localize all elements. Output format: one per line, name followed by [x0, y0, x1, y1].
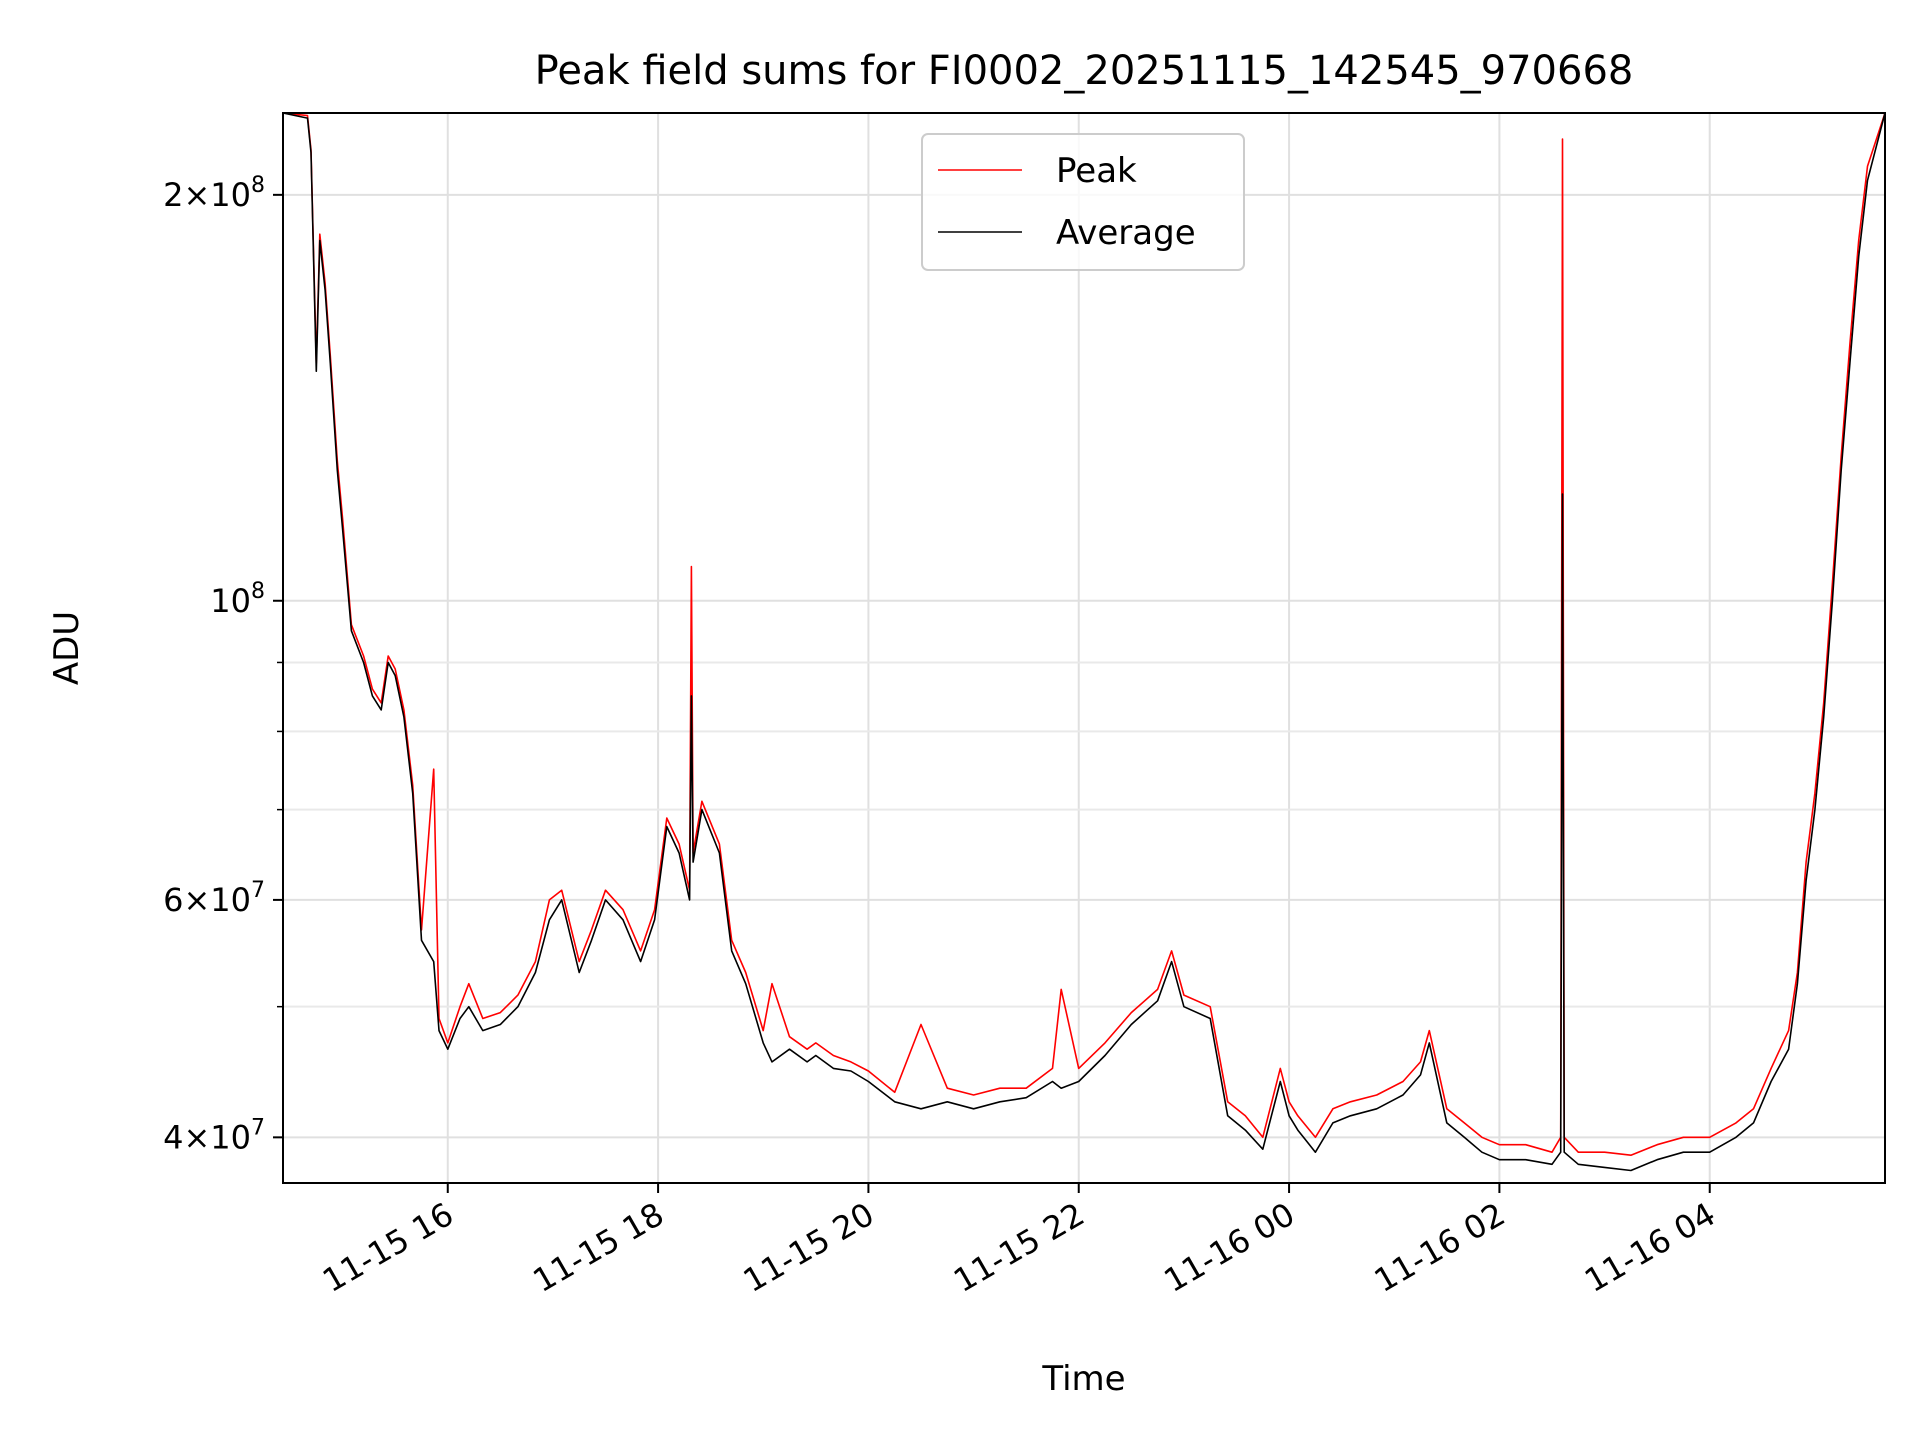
legend-average-label: Average	[1056, 213, 1196, 253]
plot-frame	[282, 112, 1886, 1184]
y-axis-label: ADU	[47, 611, 87, 685]
series-lines	[282, 112, 1886, 1172]
y-tick-label: 6×107	[163, 878, 265, 919]
y-tick-label: 108	[210, 579, 265, 620]
chart-title: Peak field sums for FI0002_20251115_1425…	[535, 48, 1634, 94]
x-axis-label: Time	[1041, 1359, 1125, 1399]
series-line-average	[282, 112, 1886, 1172]
legend-box	[921, 133, 1245, 271]
series-line-peak	[282, 112, 1886, 1156]
y-tick-label: 2×108	[163, 173, 265, 214]
y-tick-label: 4×107	[163, 1115, 265, 1156]
legend: Peak Average	[921, 133, 1245, 271]
legend-peak-label: Peak	[1056, 151, 1137, 191]
